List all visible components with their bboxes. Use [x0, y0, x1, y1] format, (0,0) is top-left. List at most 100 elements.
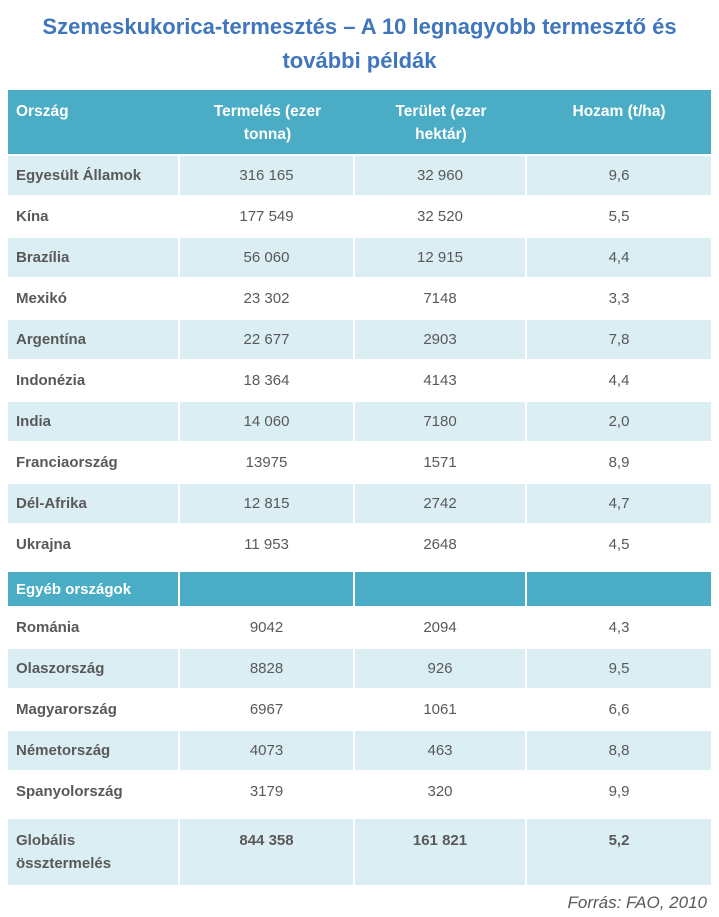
area-cell: 2742 [355, 484, 527, 526]
page-title-line-2: további példák [282, 48, 437, 74]
production-cell: 4073 [180, 731, 355, 773]
production-cell: 8828 [180, 649, 355, 691]
production-cell: 14 060 [180, 402, 355, 444]
production-cell: 177 549 [180, 197, 355, 239]
country-cell: Németország [8, 731, 180, 773]
section-header-group: Egyéb országok [8, 566, 711, 609]
total-row: Globális össztermelés 844 358 161 821 5,… [8, 813, 711, 888]
area-cell: 2903 [355, 320, 527, 362]
source-note: Forrás: FAO, 2010 [567, 893, 707, 913]
table-row: Dél-Afrika 12 815 2742 4,7 [8, 484, 711, 526]
production-cell: 23 302 [180, 279, 355, 321]
table-row: Brazília 56 060 12 915 4,4 [8, 238, 711, 280]
yield-cell: 7,8 [527, 320, 711, 362]
production-cell: 3179 [180, 772, 355, 814]
yield-cell: 9,6 [527, 156, 711, 198]
yield-cell: 3,3 [527, 279, 711, 321]
section-header-row: Egyéb országok [8, 566, 711, 609]
yield-cell: 4,4 [527, 361, 711, 403]
total-country-cell: Globális össztermelés [8, 813, 180, 888]
table-row: Németország 4073 463 8,8 [8, 731, 711, 773]
country-cell: Indonézia [8, 361, 180, 403]
table-row: Olaszország 8828 926 9,5 [8, 649, 711, 691]
table-header-row: Ország Termelés (ezer tonna) Terület (ez… [8, 90, 711, 157]
yield-cell: 4,5 [527, 525, 711, 567]
yield-cell: 8,9 [527, 443, 711, 485]
area-cell: 4143 [355, 361, 527, 403]
area-cell: 7180 [355, 402, 527, 444]
country-cell: Olaszország [8, 649, 180, 691]
production-cell: 22 677 [180, 320, 355, 362]
yield-cell: 9,9 [527, 772, 711, 814]
top10-rows: Egyesült Államok 316 165 32 960 9,6 Kína 177 … [8, 156, 711, 567]
country-cell: India [8, 402, 180, 444]
country-cell: Franciaország [8, 443, 180, 485]
yield-cell: 9,5 [527, 649, 711, 691]
yield-cell: 4,7 [527, 484, 711, 526]
area-cell: 320 [355, 772, 527, 814]
table-row: Spanyolország 3179 320 9,9 [8, 772, 711, 814]
country-cell: Dél-Afrika [8, 484, 180, 526]
table-row: Indonézia 18 364 4143 4,4 [8, 361, 711, 403]
production-cell: 11 953 [180, 525, 355, 567]
table-row: Egyesült Államok 316 165 32 960 9,6 [8, 156, 711, 198]
table-head: Ország Termelés (ezer tonna) Terület (ez… [8, 90, 711, 157]
other-country-rows: Románia 9042 2094 4,3 Olaszország 8828 926 9,5 M… [8, 608, 711, 814]
page-title-line-1: Szemeskukorica-termesztés – A 10 legnagy… [42, 14, 677, 39]
area-cell: 7148 [355, 279, 527, 321]
country-cell: Románia [8, 608, 180, 650]
production-cell: 18 364 [180, 361, 355, 403]
production-cell: 316 165 [180, 156, 355, 198]
page: Szemeskukorica-termesztés – A 10 legnagy… [0, 10, 719, 913]
column-header-country: Ország [8, 90, 180, 157]
table-row: Franciaország 13975 1571 8,9 [8, 443, 711, 485]
production-table: Ország Termelés (ezer tonna) Terület (ez… [8, 90, 711, 888]
yield-cell: 4,4 [527, 238, 711, 280]
table-row: Románia 9042 2094 4,3 [8, 608, 711, 650]
country-cell: Argentína [8, 320, 180, 362]
area-cell: 1571 [355, 443, 527, 485]
section-header-label: Egyéb országok [8, 566, 180, 609]
area-cell: 12 915 [355, 238, 527, 280]
section-empty-cell [180, 566, 355, 609]
section-empty-cell [527, 566, 711, 609]
yield-cell: 6,6 [527, 690, 711, 732]
total-group: Globális össztermelés 844 358 161 821 5,… [8, 813, 711, 888]
yield-cell: 5,5 [527, 197, 711, 239]
area-cell: 2648 [355, 525, 527, 567]
yield-cell: 8,8 [527, 731, 711, 773]
section-empty-cell [355, 566, 527, 609]
total-yield-cell: 5,2 [527, 813, 711, 888]
area-cell: 1061 [355, 690, 527, 732]
page-title: Szemeskukorica-termesztés – A 10 legnagy… [4, 10, 715, 78]
country-cell: Ukrajna [8, 525, 180, 567]
country-cell: Egyesült Államok [8, 156, 180, 198]
column-header-production: Termelés (ezer tonna) [180, 90, 355, 157]
table-row: India 14 060 7180 2,0 [8, 402, 711, 444]
table-row: Argentína 22 677 2903 7,8 [8, 320, 711, 362]
production-cell: 13975 [180, 443, 355, 485]
table-row: Kína 177 549 32 520 5,5 [8, 197, 711, 239]
country-cell: Magyarország [8, 690, 180, 732]
country-cell: Spanyolország [8, 772, 180, 814]
area-cell: 32 520 [355, 197, 527, 239]
production-cell: 12 815 [180, 484, 355, 526]
production-cell: 56 060 [180, 238, 355, 280]
table-row: Ukrajna 11 953 2648 4,5 [8, 525, 711, 567]
total-production-cell: 844 358 [180, 813, 355, 888]
country-cell: Kína [8, 197, 180, 239]
production-cell: 9042 [180, 608, 355, 650]
area-cell: 926 [355, 649, 527, 691]
total-area-cell: 161 821 [355, 813, 527, 888]
column-header-area: Terület (ezer hektár) [355, 90, 527, 157]
table-row: Magyarország 6967 1061 6,6 [8, 690, 711, 732]
area-cell: 463 [355, 731, 527, 773]
country-cell: Mexikó [8, 279, 180, 321]
yield-cell: 4,3 [527, 608, 711, 650]
area-cell: 2094 [355, 608, 527, 650]
area-cell: 32 960 [355, 156, 527, 198]
yield-cell: 2,0 [527, 402, 711, 444]
production-cell: 6967 [180, 690, 355, 732]
column-header-yield: Hozam (t/ha) [527, 90, 711, 157]
table-row: Mexikó 23 302 7148 3,3 [8, 279, 711, 321]
